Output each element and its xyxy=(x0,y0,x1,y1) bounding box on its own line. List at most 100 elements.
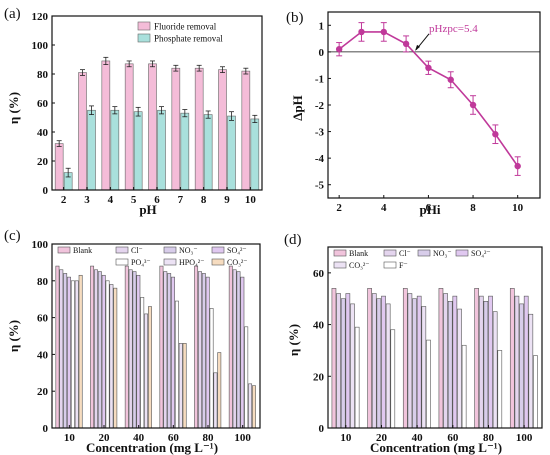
x-tick-label: 20 xyxy=(99,432,111,444)
bar xyxy=(331,288,337,429)
y-tick-label: 1 xyxy=(319,20,325,32)
legend-label: Cl⁻ xyxy=(131,246,143,255)
bar xyxy=(217,352,222,429)
panel-b-label: (b) xyxy=(286,10,304,26)
y-tick-label: -3 xyxy=(315,127,325,139)
y-tick-label: -4 xyxy=(315,153,325,165)
bar xyxy=(533,355,538,429)
y-tick-label: 0 xyxy=(43,185,49,197)
data-point xyxy=(425,64,432,72)
bar xyxy=(140,297,145,429)
legend-label: SO₄²⁻ xyxy=(227,246,247,255)
legend-swatch xyxy=(383,249,397,257)
bar xyxy=(90,265,95,429)
bar xyxy=(228,265,233,429)
legend-swatch xyxy=(455,249,469,257)
bar xyxy=(492,311,498,429)
bar xyxy=(443,293,448,429)
bar-phosphate xyxy=(133,111,143,191)
y-tick-label: 20 xyxy=(37,156,49,168)
bar xyxy=(163,271,168,429)
y-tick-label: 60 xyxy=(313,268,325,280)
bar xyxy=(113,287,118,429)
bar xyxy=(209,308,214,429)
x-tick-label: 10 xyxy=(245,194,257,206)
x-tick-label: 40 xyxy=(133,432,145,444)
legend-swatch xyxy=(115,258,129,266)
bar xyxy=(519,303,524,429)
plot-frame xyxy=(51,243,261,429)
bar xyxy=(528,313,534,429)
legend-swatch xyxy=(137,33,151,43)
bar-fluoride xyxy=(148,63,157,191)
bar-phosphate xyxy=(87,109,96,191)
x-tick-label: 80 xyxy=(483,432,495,444)
x-tick-label: 8 xyxy=(470,202,476,214)
bar xyxy=(514,295,520,429)
panel-c: (c) 10 20 40 60 80 100 0 20 40 60 80 100 Concentrat… xyxy=(4,228,261,455)
bar-fluoride xyxy=(194,67,204,191)
data-point xyxy=(335,46,343,53)
bar xyxy=(213,372,218,429)
bar-fluoride xyxy=(241,70,251,191)
bar xyxy=(381,295,386,429)
x-tick-label: 10 xyxy=(64,432,76,444)
legend-swatch xyxy=(211,258,225,266)
legend-swatch xyxy=(417,249,431,257)
legend-label: CO₃²⁻ xyxy=(227,258,248,267)
bar xyxy=(426,339,431,429)
bar-fluoride xyxy=(101,60,111,191)
bar xyxy=(416,295,422,429)
y-tick-label: 20 xyxy=(313,371,325,383)
legend-label: NO₃⁻ xyxy=(433,249,452,258)
legend-swatch xyxy=(115,246,129,254)
bar xyxy=(78,274,83,429)
bar xyxy=(474,288,479,429)
x-tick-label: 80 xyxy=(203,432,215,444)
x-tick-label: 60 xyxy=(168,432,180,444)
data-point xyxy=(358,28,365,36)
bar xyxy=(336,293,341,429)
y-tick-label: 60 xyxy=(37,313,49,325)
y-tick-label: 20 xyxy=(37,386,49,398)
legend-label: Fluoride removal xyxy=(154,22,217,32)
x-tick-label: 20 xyxy=(376,432,388,444)
zpc-annotation: pHzpc=5.4 xyxy=(429,23,478,35)
bar-fluoride xyxy=(218,69,227,191)
legend-label: PO₄³⁻ xyxy=(131,258,151,267)
bar xyxy=(252,385,256,429)
bar xyxy=(478,295,484,429)
bar xyxy=(101,274,106,429)
y-axis-label: ΔpH xyxy=(290,95,305,121)
legend-label: CO₃²⁻ xyxy=(349,261,370,270)
y-axis-label: η (%) xyxy=(6,320,21,352)
panel-d: (d) 10 20 40 60 80 100 0 20 40 60 Concentration (… xyxy=(284,232,543,455)
bar-phosphate xyxy=(250,118,260,191)
y-tick-label: 40 xyxy=(313,320,325,332)
y-tick-label: 40 xyxy=(37,349,49,361)
bar xyxy=(174,300,179,429)
panel-d-label: (d) xyxy=(284,232,302,248)
plot-frame xyxy=(327,246,543,429)
y-tick-label: -5 xyxy=(315,180,325,192)
bar xyxy=(198,271,202,429)
y-tick-label: 0 xyxy=(319,47,325,59)
bar xyxy=(67,276,71,429)
y-tick-label: 0 xyxy=(319,423,325,435)
bar xyxy=(236,271,241,429)
y-axis-label: η (%) xyxy=(286,324,301,356)
x-tick-label: 100 xyxy=(234,432,251,444)
legend-label: Cl⁻ xyxy=(399,249,411,258)
bar xyxy=(354,326,360,429)
y-tick-label: 100 xyxy=(32,239,49,251)
data-point xyxy=(447,76,454,83)
x-tick-label: 2 xyxy=(61,194,67,206)
bar xyxy=(59,269,64,429)
bar xyxy=(201,273,206,429)
y-tick-label: 60 xyxy=(37,98,49,110)
bar xyxy=(367,288,372,429)
bar-phosphate xyxy=(180,112,190,191)
data-point xyxy=(380,28,387,36)
legend-swatch xyxy=(163,246,177,254)
